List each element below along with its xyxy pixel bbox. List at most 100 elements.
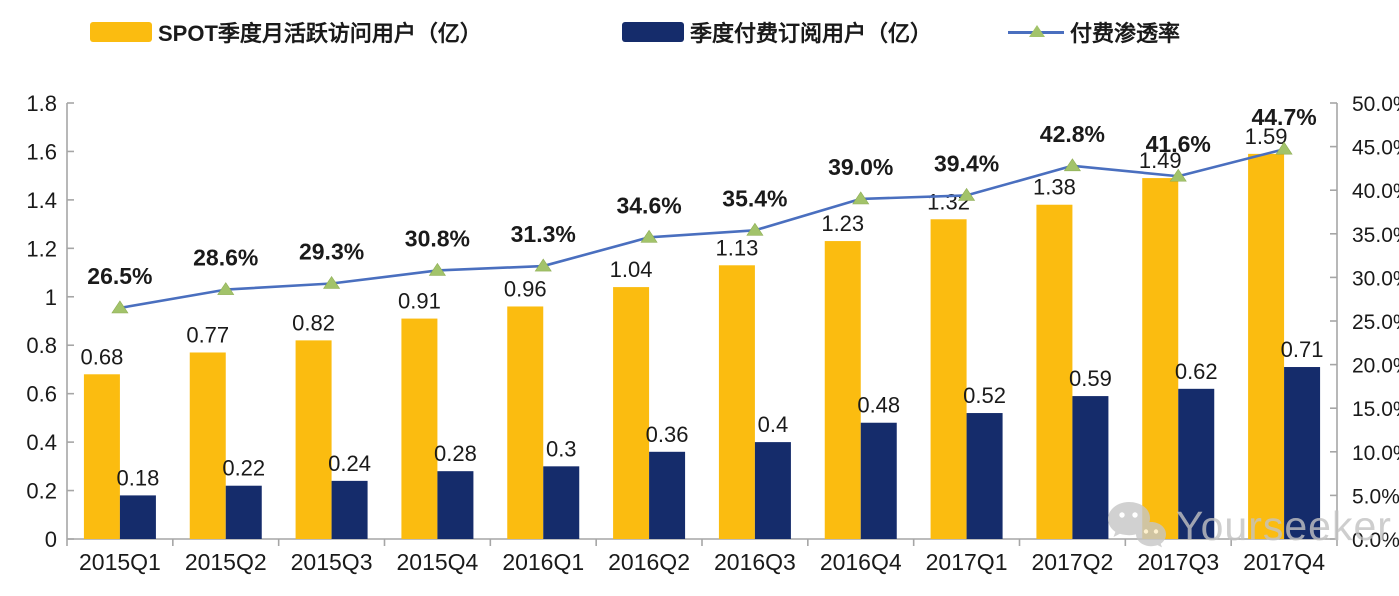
x-axis-category-label: 2016Q4 xyxy=(820,549,902,575)
x-axis-category-label: 2015Q2 xyxy=(185,549,267,575)
bar-subscribers xyxy=(1072,396,1109,539)
right-axis-tick-label: 15.0% xyxy=(1352,398,1399,421)
triangle-marker-icon xyxy=(1169,168,1187,182)
legend-swatch-mau xyxy=(90,22,152,42)
x-axis-category-label: 2016Q3 xyxy=(714,549,796,575)
triangle-marker-icon xyxy=(217,282,235,295)
bar-subscribers xyxy=(966,413,1003,539)
bar-subscribers xyxy=(754,442,791,539)
penetration-value-label: 44.7% xyxy=(1251,104,1316,130)
left-axis-tick-label: 0 xyxy=(45,527,57,552)
bar-mau xyxy=(613,287,650,539)
triangle-marker-icon xyxy=(323,275,341,289)
legend-label-penetration: 付费渗透率 xyxy=(1070,21,1181,46)
triangle-marker-icon xyxy=(111,300,129,314)
triangle-marker-icon xyxy=(958,187,976,201)
penetration-value-label: 39.4% xyxy=(934,150,999,176)
bar-mau xyxy=(189,352,226,539)
bar-mau-value-label: 1.49 xyxy=(1139,148,1182,173)
bar-mau-value-label: 1.59 xyxy=(1245,124,1288,149)
penetration-value-label: 35.4% xyxy=(722,185,787,211)
legend-item-penetration: 付费渗透率 xyxy=(1008,20,1180,46)
chart-legend: SPOT季度月活跃访问用户（亿） 季度付费订阅用户（亿） 付费渗透率 xyxy=(0,0,1399,60)
x-axis-category-label: 2017Q4 xyxy=(1243,549,1325,575)
penetration-value-label: 31.3% xyxy=(511,221,576,247)
right-axis-tick-label: 5.0% xyxy=(1352,485,1399,508)
bar-mau-value-label: 0.91 xyxy=(398,289,441,314)
x-axis-category-label: 2017Q2 xyxy=(1031,549,1113,575)
right-axis-tick-label: 30.0% xyxy=(1352,267,1399,290)
bar-mau xyxy=(83,374,120,539)
bar-mau xyxy=(1036,204,1073,539)
bar-subscribers xyxy=(119,495,156,539)
right-axis-tick-label: 35.0% xyxy=(1352,224,1399,247)
penetration-value-label: 41.6% xyxy=(1146,131,1211,157)
bar-mau xyxy=(824,241,861,540)
bar-mau-value-label: 1.32 xyxy=(927,189,970,214)
bar-mau xyxy=(507,306,544,539)
triangle-marker-icon xyxy=(534,258,552,272)
right-axis-tick-label: 40.0% xyxy=(1352,180,1399,203)
bar-subscribers-value-label: 0.62 xyxy=(1175,359,1218,384)
watermark-text: Yourseeker xyxy=(1176,502,1392,549)
bar-subscribers-value-label: 0.52 xyxy=(963,383,1006,408)
penetration-value-label: 26.5% xyxy=(87,263,152,289)
right-axis-tick-label: 25.0% xyxy=(1352,311,1399,334)
bar-subscribers-value-label: 0.71 xyxy=(1281,337,1324,362)
bar-mau xyxy=(295,340,332,539)
x-axis-category-label: 2016Q2 xyxy=(608,549,690,575)
right-axis-tick-label: 45.0% xyxy=(1352,137,1399,160)
legend-line-marker xyxy=(1008,22,1064,42)
triangle-marker-icon xyxy=(1063,158,1081,172)
x-axis-category-label: 2017Q3 xyxy=(1137,549,1219,575)
triangle-marker-icon xyxy=(746,222,764,236)
legend-swatch-subscribers xyxy=(622,22,684,42)
left-axis-tick-label: 1.6 xyxy=(26,139,57,164)
left-axis-tick-label: 1.4 xyxy=(26,188,57,213)
bar-subscribers xyxy=(225,485,262,539)
bar-mau-value-label: 1.04 xyxy=(610,257,653,282)
bar-subscribers xyxy=(1284,367,1321,539)
bar-mau-value-label: 1.23 xyxy=(821,211,864,236)
triangle-marker-icon xyxy=(852,191,870,205)
bar-subscribers-value-label: 0.18 xyxy=(117,465,160,490)
legend-label-subscribers: 季度付费订阅用户（亿） xyxy=(690,21,933,46)
bar-mau-value-label: 0.96 xyxy=(504,276,547,301)
bar-subscribers xyxy=(649,451,686,539)
left-axis-tick-label: 1.2 xyxy=(26,236,57,261)
x-axis-category-label: 2015Q1 xyxy=(79,549,161,575)
bar-mau-value-label: 0.77 xyxy=(186,322,229,347)
bar-subscribers xyxy=(860,422,897,539)
bar-mau-value-label: 0.68 xyxy=(81,344,124,369)
penetration-value-label: 34.6% xyxy=(616,192,681,218)
bar-mau-value-label: 0.82 xyxy=(292,310,335,335)
left-axis-tick-label: 0.4 xyxy=(26,430,57,455)
penetration-value-label: 29.3% xyxy=(299,239,364,265)
bar-subscribers-value-label: 0.48 xyxy=(857,393,900,418)
legend-item-subscribers: 季度付费订阅用户（亿） xyxy=(622,20,932,46)
penetration-value-label: 30.8% xyxy=(405,225,470,251)
bar-subscribers-value-label: 0.36 xyxy=(646,422,689,447)
triangle-marker-icon xyxy=(1275,141,1293,155)
bar-subscribers-value-label: 0.28 xyxy=(434,441,477,466)
x-axis-category-label: 2015Q3 xyxy=(291,549,373,575)
penetration-value-label: 28.6% xyxy=(193,245,258,271)
left-axis-tick-label: 1 xyxy=(45,285,57,310)
triangle-marker-icon xyxy=(640,229,658,243)
bar-subscribers-value-label: 0.3 xyxy=(546,436,577,461)
x-axis-category-label: 2015Q4 xyxy=(396,549,478,575)
triangle-marker-icon xyxy=(428,262,446,276)
bar-subscribers xyxy=(1178,388,1215,539)
x-axis-category-label: 2017Q1 xyxy=(926,549,1008,575)
right-axis-tick-label: 0.0% xyxy=(1352,529,1399,552)
bar-mau xyxy=(401,318,438,539)
bar-subscribers-value-label: 0.24 xyxy=(328,451,371,476)
bar-mau-value-label: 1.38 xyxy=(1033,175,1076,200)
right-axis-tick-label: 10.0% xyxy=(1352,442,1399,465)
x-axis-category-label: 2016Q1 xyxy=(502,549,584,575)
bar-subscribers-value-label: 0.59 xyxy=(1069,366,1112,391)
bar-subscribers xyxy=(331,480,368,539)
bar-mau-value-label: 1.13 xyxy=(716,235,759,260)
bar-subscribers-value-label: 0.4 xyxy=(758,412,789,437)
